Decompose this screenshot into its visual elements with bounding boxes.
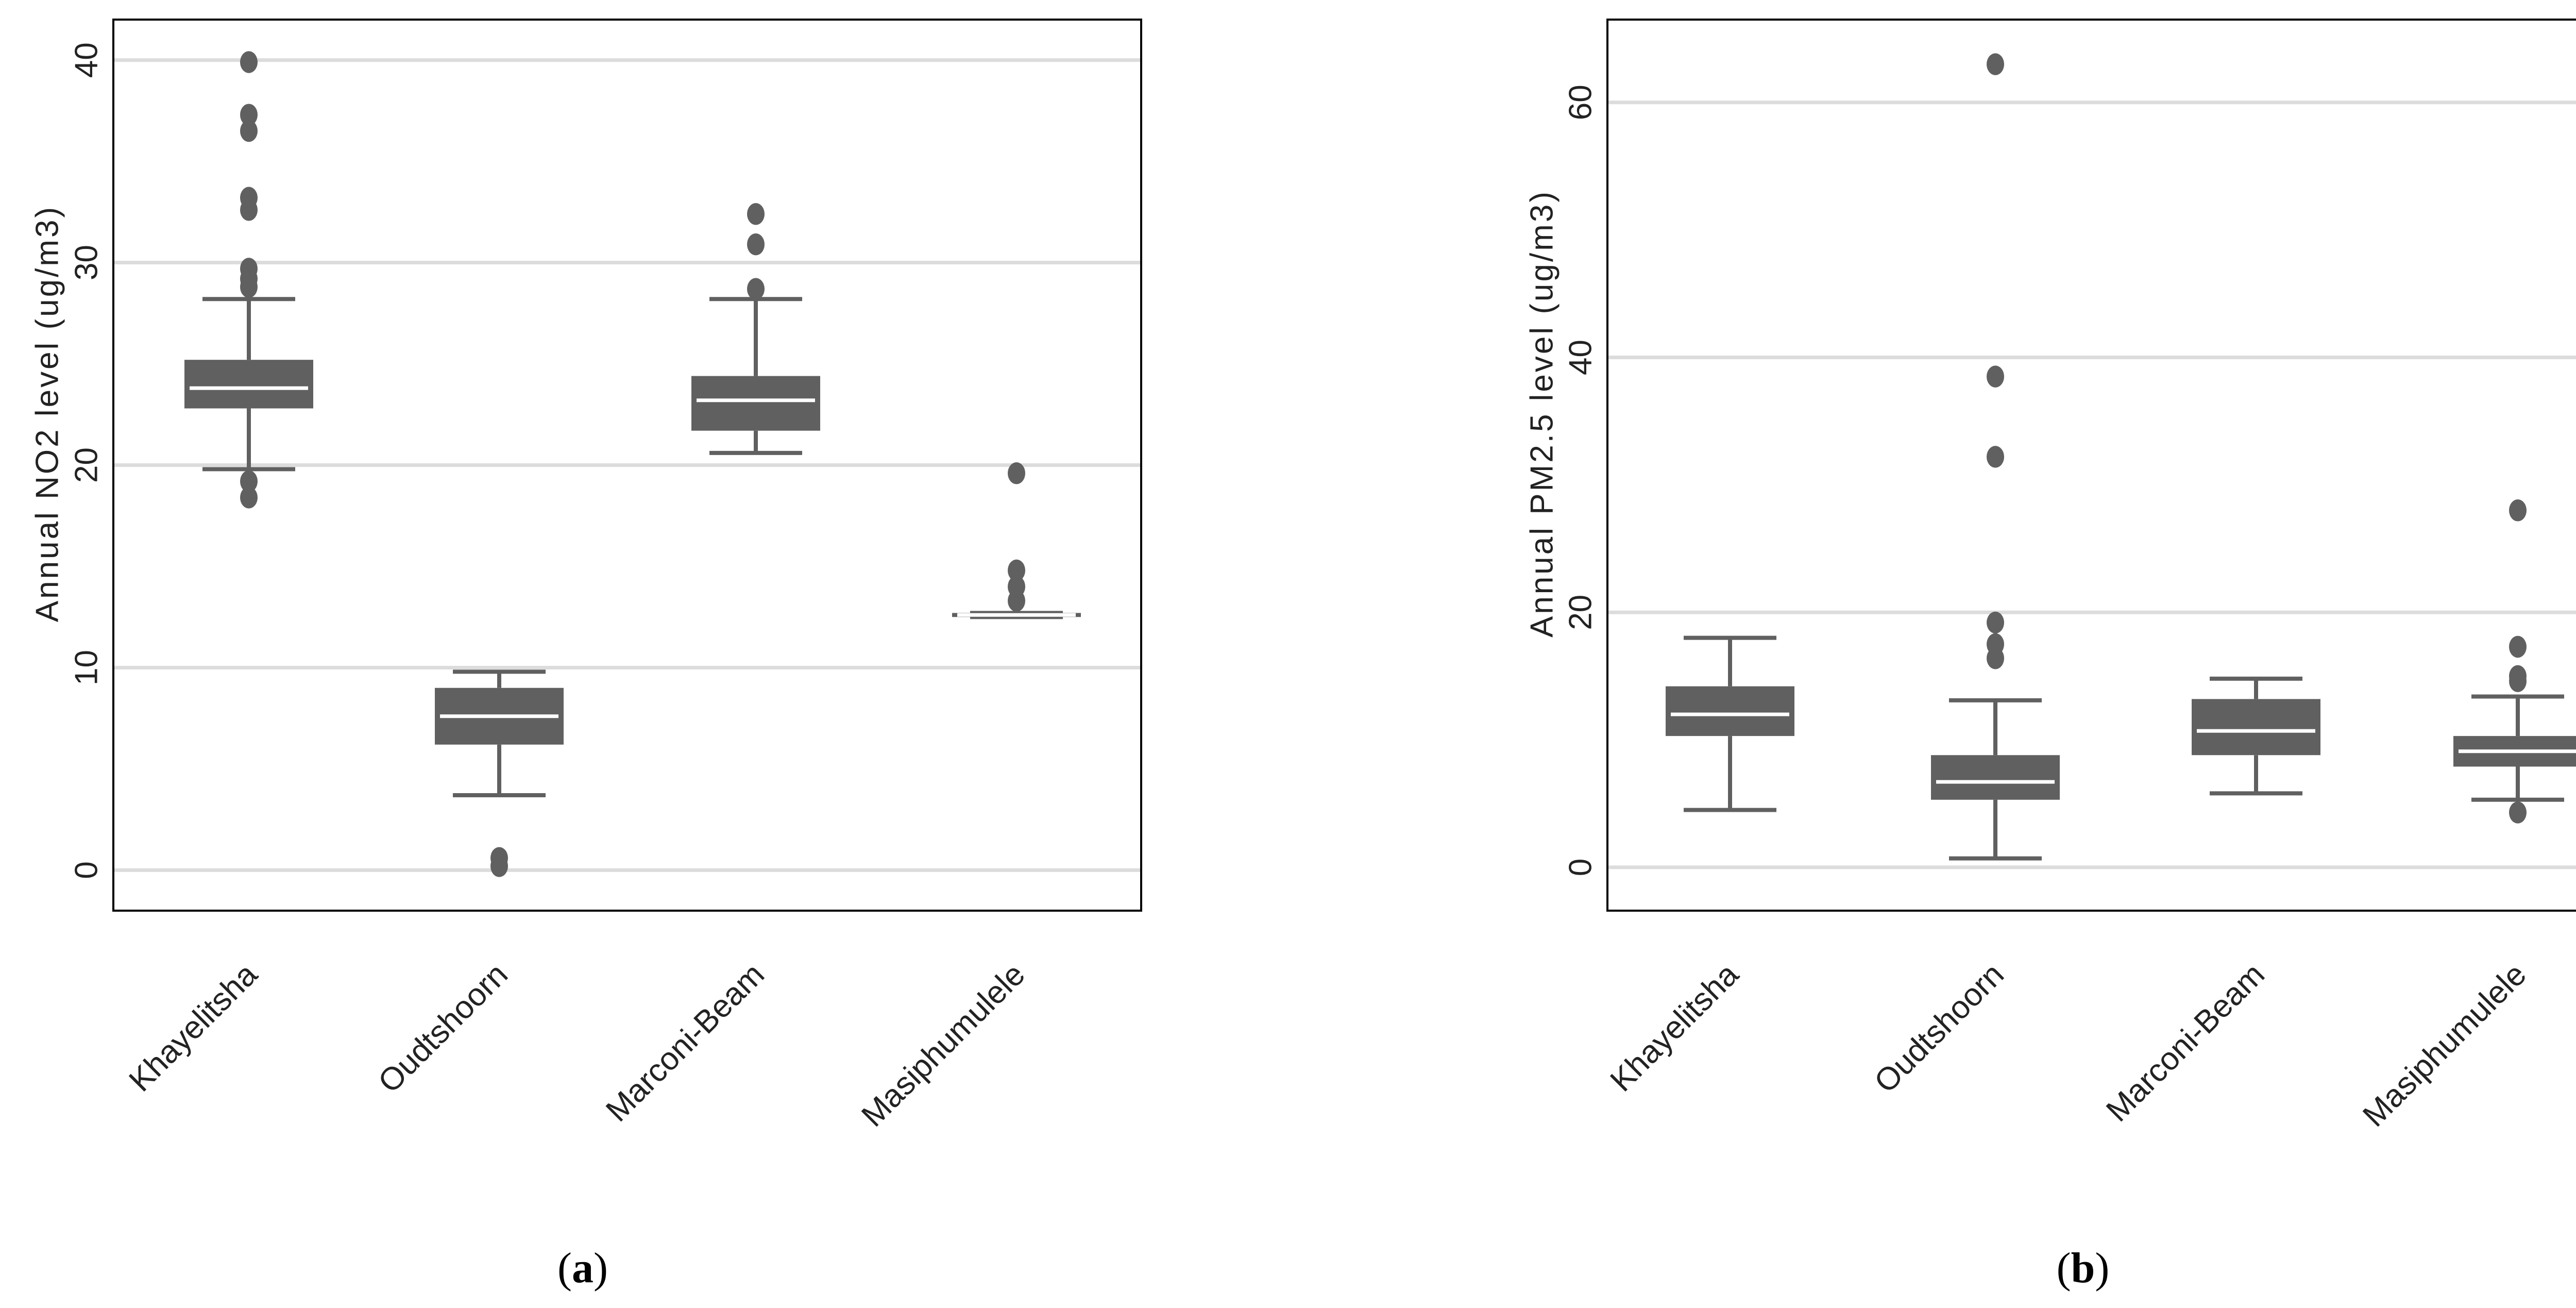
y-axis-label: Annual PM2.5 level (ug/m3) xyxy=(1524,190,1560,638)
x-tick-label-marconi-beam: Marconi-Beam xyxy=(2099,957,2272,1129)
y-tick-label-30: 30 xyxy=(69,245,105,280)
y-tick-label-20: 20 xyxy=(1563,595,1599,630)
outlier-point xyxy=(1008,576,1025,598)
iqr-box xyxy=(2192,699,2320,756)
y-tick-label-0: 0 xyxy=(1563,859,1599,876)
outlier-point xyxy=(2509,665,2527,687)
y-tick-label-60: 60 xyxy=(1563,85,1599,120)
box-marconi-beam xyxy=(691,203,820,455)
y-tick-label-20: 20 xyxy=(69,447,105,483)
box-khayelitsha xyxy=(1666,635,1794,812)
outlier-point xyxy=(2509,499,2527,522)
outlier-point xyxy=(2509,801,2527,824)
x-tick-label-oudtshoorn: Oudtshoorn xyxy=(1868,957,2011,1100)
box-marconi-beam xyxy=(2192,676,2320,796)
outlier-point xyxy=(1987,611,2004,634)
outlier-point xyxy=(240,258,258,280)
outlier-point xyxy=(1987,53,2004,75)
outlier-point xyxy=(747,203,765,225)
x-tick-label-marconi-beam: Marconi-Beam xyxy=(599,957,771,1129)
x-tick-label-khayelitsha: Khayelitsha xyxy=(122,957,264,1099)
y-tick-label-10: 10 xyxy=(69,650,105,685)
iqr-box xyxy=(1931,755,2060,800)
iqr-box xyxy=(1666,686,1794,736)
outlier-point xyxy=(1987,365,2004,388)
outlier-point xyxy=(747,233,765,256)
outlier-point xyxy=(1008,462,1025,484)
x-tick-label-masiphumulele: Masiphumulele xyxy=(2356,957,2533,1134)
outlier-point xyxy=(240,120,258,142)
outlier-point xyxy=(240,187,258,209)
iqr-box xyxy=(184,360,313,409)
plot-frame xyxy=(1606,19,2576,912)
y-axis-label: Annual NO2 level (ug/m3) xyxy=(30,205,65,622)
box-oudtshoorn xyxy=(1931,53,2060,861)
box-masiphumulele xyxy=(2453,499,2576,824)
box-oudtshoorn xyxy=(435,669,564,877)
outlier-point xyxy=(240,51,258,73)
outlier-point xyxy=(1008,559,1025,582)
plot-frame xyxy=(112,19,1142,912)
panel-label: (a) xyxy=(557,1244,608,1292)
outlier-point xyxy=(1987,633,2004,656)
outlier-point xyxy=(240,104,258,126)
y-tick-label-0: 0 xyxy=(69,861,105,879)
y-tick-label-40: 40 xyxy=(1563,340,1599,375)
outlier-point xyxy=(1987,446,2004,468)
box-khayelitsha xyxy=(184,51,313,509)
box-masiphumulele xyxy=(952,462,1081,619)
outlier-point xyxy=(240,470,258,493)
y-tick-label-40: 40 xyxy=(69,42,105,78)
panel-b-pm25-boxplot: 0 20 40 60 Annual PM2.5 level (ug/m3) Khayeli… xyxy=(1524,19,2576,1292)
outlier-point xyxy=(490,847,508,869)
outlier-point xyxy=(2509,635,2527,658)
x-tick-label-oudtshoorn: Oudtshoorn xyxy=(371,957,515,1100)
x-tick-label-masiphumulele: Masiphumulele xyxy=(855,957,1032,1134)
x-tick-label-khayelitsha: Khayelitsha xyxy=(1603,957,1745,1099)
panel-a-no2-boxplot: 0 10 20 30 40 Annual NO2 level (ug/m3) Khayeli… xyxy=(30,19,1142,1292)
panel-label: (b) xyxy=(2057,1244,2110,1292)
outlier-point xyxy=(240,487,258,509)
iqr-box xyxy=(691,376,820,431)
outlier-point xyxy=(747,278,765,300)
